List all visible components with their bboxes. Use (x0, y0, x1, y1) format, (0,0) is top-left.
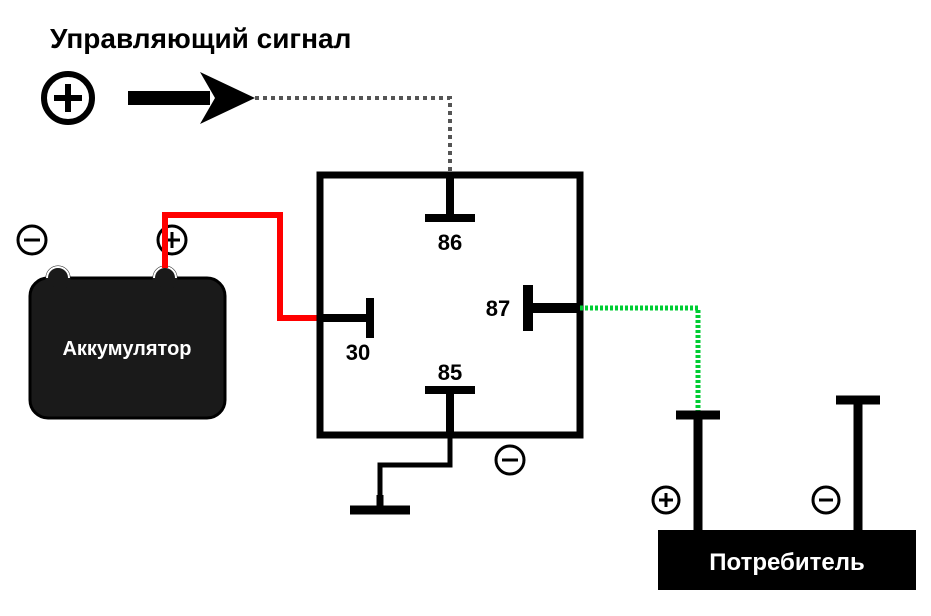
wire-control-signal (255, 98, 450, 175)
diagram-canvas: Управляющий сигнал Аккумулятор (0, 0, 931, 616)
diagram-svg: Управляющий сигнал Аккумулятор (0, 0, 931, 616)
terminal-86-label: 86 (438, 230, 462, 255)
terminal-87-label: 87 (486, 296, 510, 321)
ground-icon (350, 495, 410, 510)
consumer-plus-terminal (653, 415, 720, 530)
relay-component: 86 30 87 85 (320, 175, 580, 435)
signal-arrow-icon (128, 72, 255, 124)
minus-85-icon (496, 446, 524, 474)
battery-component: Аккумулятор (18, 226, 225, 418)
consumer-component: Потребитель (658, 530, 916, 590)
consumer-minus-terminal (813, 400, 880, 530)
title-text: Управляющий сигнал (50, 23, 351, 54)
terminal-85-label: 85 (438, 360, 462, 385)
wire-85-to-ground (380, 435, 450, 510)
terminal-30-label: 30 (346, 340, 370, 365)
terminal-87: 87 (486, 285, 580, 331)
signal-plus-icon (44, 74, 92, 122)
battery-label: Аккумулятор (62, 338, 191, 360)
terminal-85: 85 (425, 360, 475, 435)
terminal-30: 30 (320, 298, 370, 365)
terminal-86: 86 (425, 175, 475, 255)
consumer-label: Потребитель (709, 549, 864, 576)
